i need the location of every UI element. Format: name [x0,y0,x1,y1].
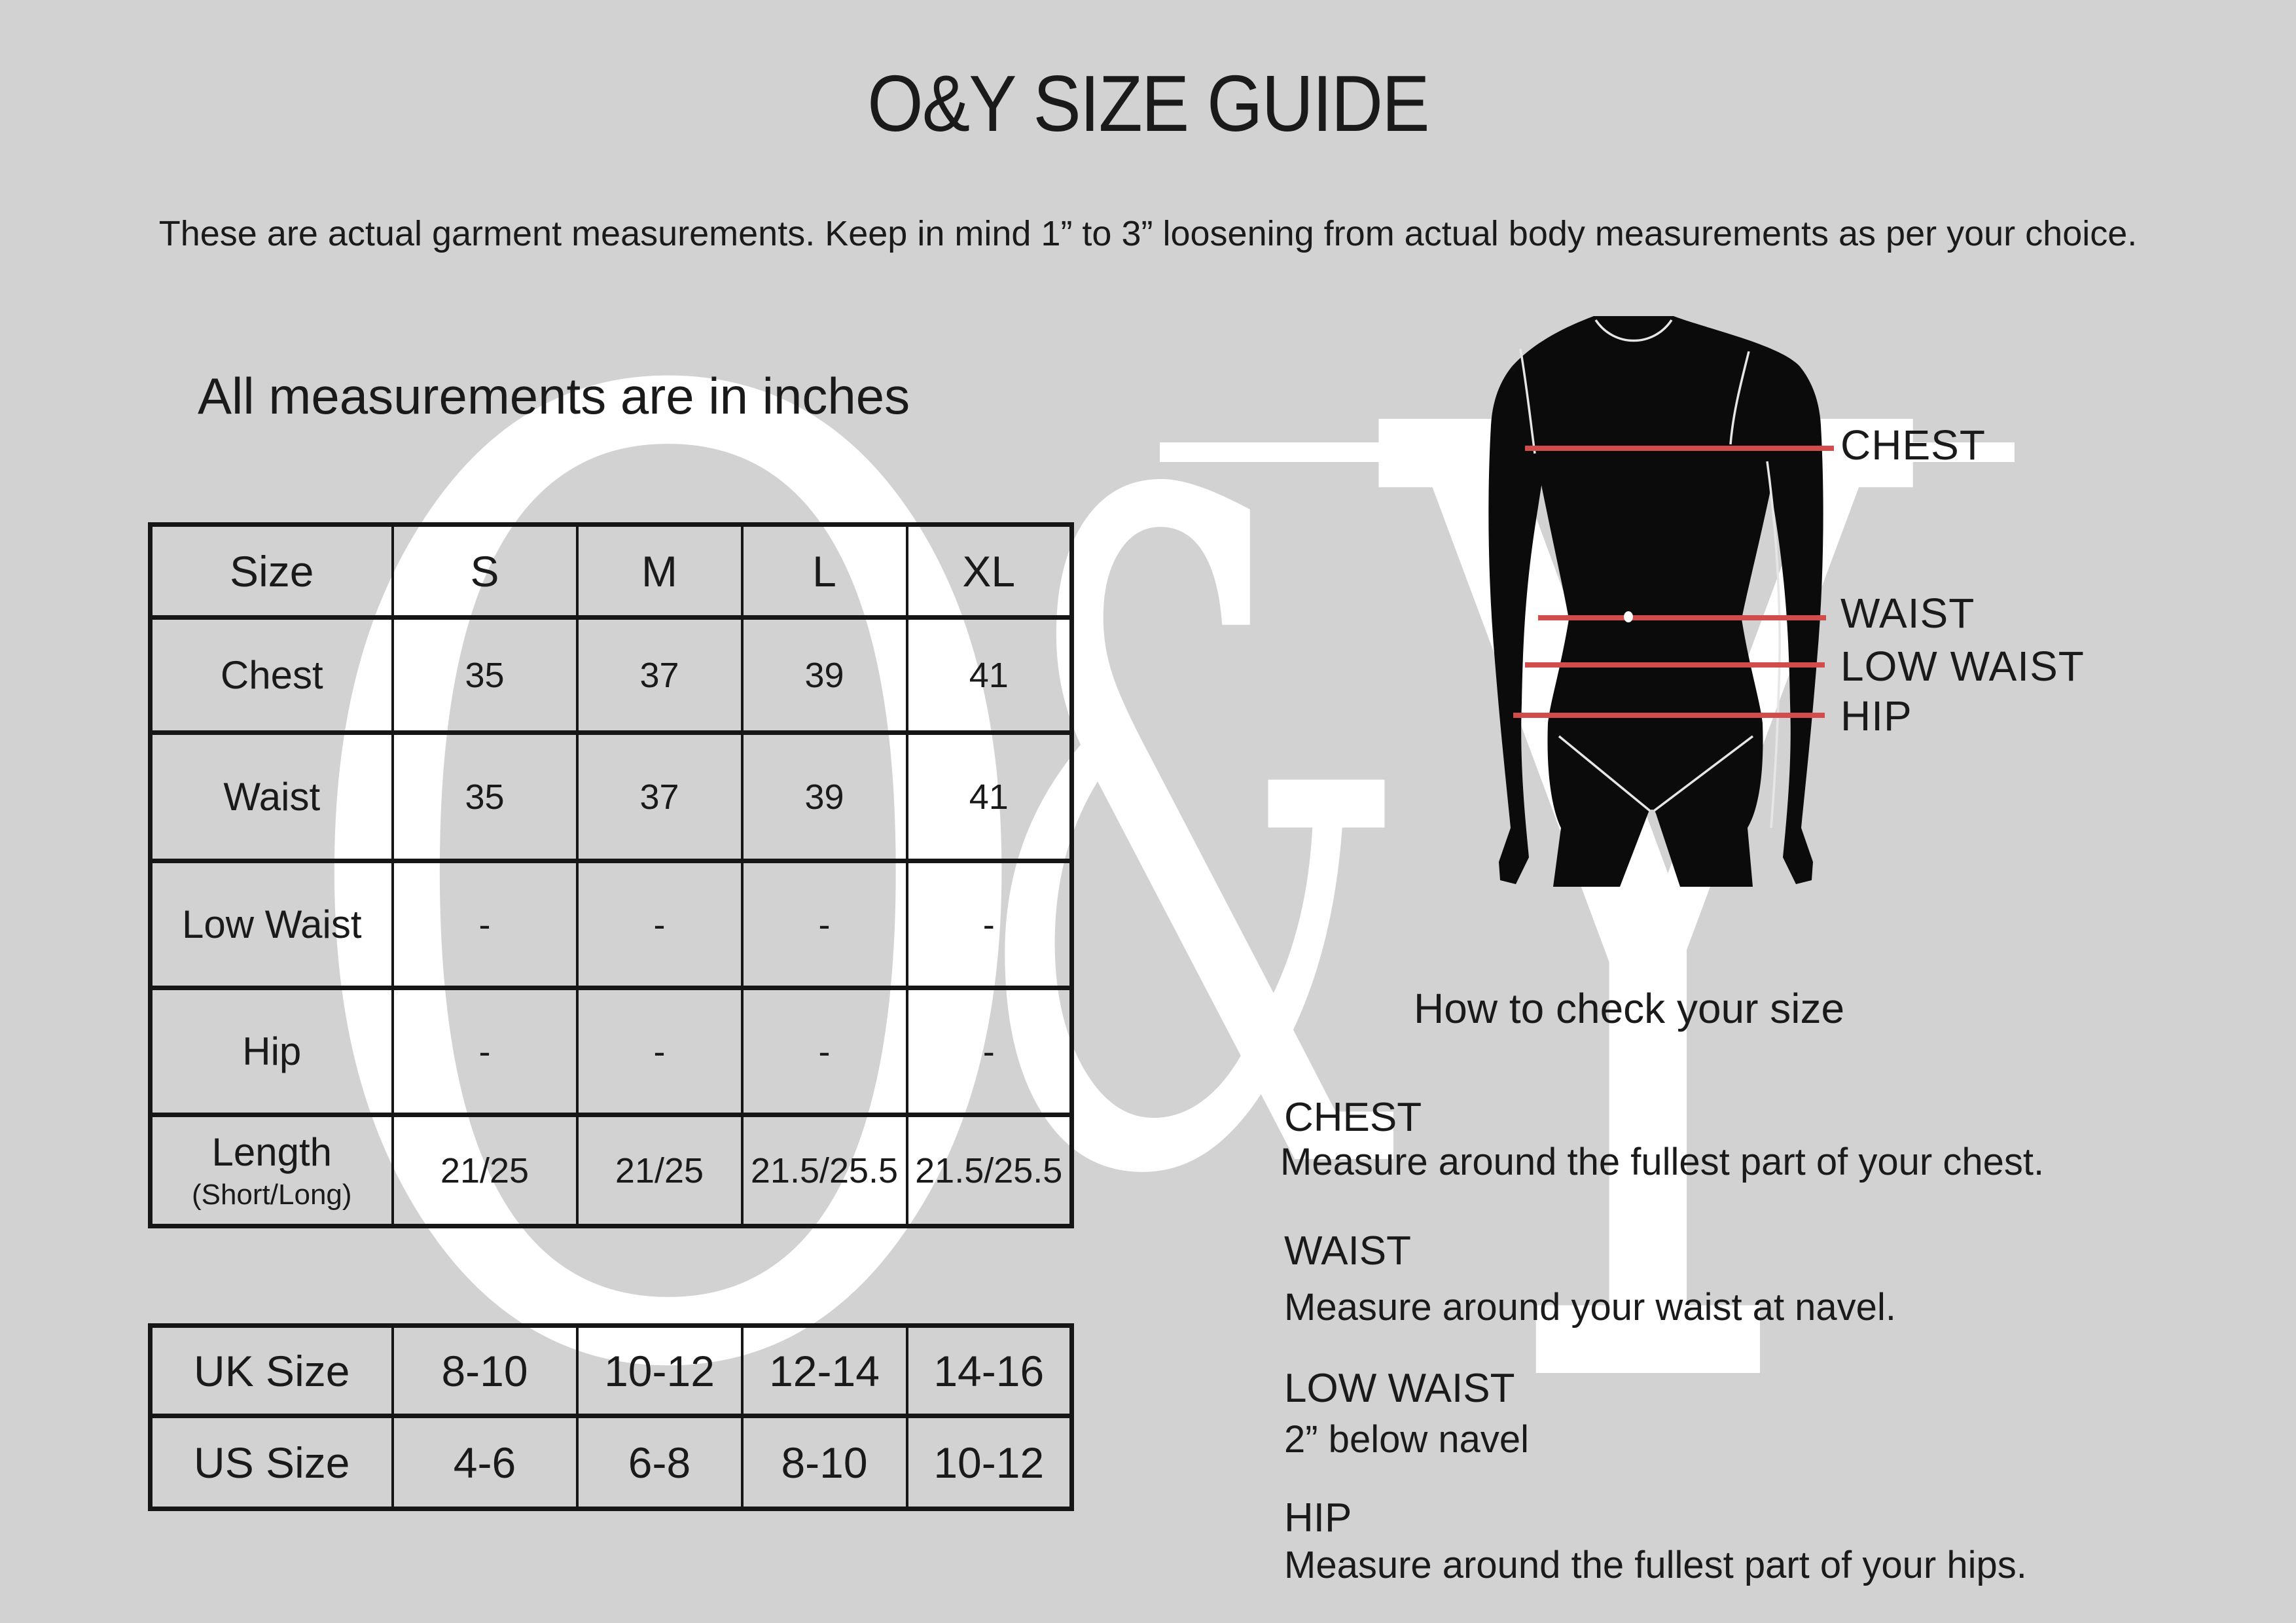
guide-label-low-waist: LOW WAIST [1284,1366,1515,1411]
row-label: Low Waist [149,859,394,990]
table-cell: 8-10 [740,1414,908,1511]
row-label: Waist [149,730,394,863]
size-table-header-cell: Size [149,522,394,620]
table-cell: 10-12 [575,1323,744,1418]
table-cell: 21/25 [575,1113,744,1228]
table-row-us-size: US Size 4-6 6-8 8-10 10-12 [149,1414,1073,1511]
table-cell: - [575,986,744,1117]
navel-dot [1624,611,1633,622]
table-cell: - [905,986,1073,1117]
guide-text-chest: Measure around the fullest part of your … [1280,1141,2045,1183]
low-waist-measure-line [1525,662,1825,668]
table-cell: - [391,859,579,990]
callout-low-waist: LOW WAIST [1840,643,2085,690]
table-cell: 6-8 [575,1414,744,1511]
table-cell: 14-16 [905,1323,1073,1418]
row-label: Length (Short/Long) [149,1113,394,1228]
size-table-header-cell: L [740,522,908,620]
table-cell: - [740,859,908,990]
callout-chest: CHEST [1840,421,1986,469]
hip-measure-line [1513,713,1825,718]
table-cell: - [740,986,908,1117]
table-cell: 21/25 [391,1113,579,1228]
table-cell: - [905,859,1073,990]
seam-lines [1519,319,1781,829]
table-cell: 37 [575,615,744,735]
table-cell: 35 [391,615,579,735]
guide-text-waist: Measure around your waist at navel. [1284,1286,1896,1329]
table-row-length: Length (Short/Long) 21/25 21/25 21.5/25.… [149,1113,1073,1228]
guide-label-chest: CHEST [1284,1095,1422,1140]
table-cell: 39 [740,730,908,863]
row-label: UK Size [149,1323,394,1418]
size-table-header-row: Size S M L XL [149,522,1073,620]
table-row-hip: Hip - - - - [149,986,1073,1117]
callout-hip: HIP [1840,692,1912,740]
guide-label-hip: HIP [1284,1495,1352,1541]
table-row-low-waist: Low Waist - - - - [149,859,1073,990]
table-cell: 10-12 [905,1414,1073,1511]
table-cell: 37 [575,730,744,863]
callout-waist: WAIST [1840,590,1975,637]
table-cell: 41 [905,615,1073,735]
table-cell: - [575,859,744,990]
subtitle-note: These are actual garment measurements. K… [158,214,2138,253]
size-table: Size S M L XL Chest 35 37 39 41 Waist 35… [148,522,1074,1228]
table-cell: 8-10 [391,1323,579,1418]
row-label: Chest [149,615,394,735]
row-label: Hip [149,986,394,1117]
row-label-text: Length [211,1130,332,1174]
table-cell: 35 [391,730,579,863]
guide-label-waist: WAIST [1284,1228,1412,1274]
table-cell: 4-6 [391,1414,579,1511]
table-cell: 21.5/25.5 [740,1113,908,1228]
guide-text-low-waist: 2” below navel [1284,1418,1529,1461]
table-cell: 12-14 [740,1323,908,1418]
conversion-table: UK Size 8-10 10-12 12-14 14-16 US Size 4… [148,1323,1074,1511]
size-table-header-cell: M [575,522,744,620]
table-cell: 41 [905,730,1073,863]
chest-measure-line [1525,446,1834,451]
table-cell: 39 [740,615,908,735]
table-row-uk-size: UK Size 8-10 10-12 12-14 14-16 [149,1323,1073,1418]
row-label: US Size [149,1414,394,1511]
size-table-header-cell: S [391,522,579,620]
guide-text-hip: Measure around the fullest part of your … [1284,1544,2027,1586]
page-title: O&Y SIZE GUIDE [867,59,1429,148]
table-cell: 21.5/25.5 [905,1113,1073,1228]
table-row-chest: Chest 35 37 39 41 [149,615,1073,735]
table-row-waist: Waist 35 37 39 41 [149,730,1073,863]
body-silhouette [1488,316,1823,887]
row-label-sub: (Short/Long) [191,1179,352,1211]
guide-heading: How to check your size [1414,985,1845,1032]
waist-measure-line [1538,615,1826,620]
table-cell: - [391,986,579,1117]
units-note: All measurements are in inches [198,367,910,425]
size-table-header-cell: XL [905,522,1073,620]
